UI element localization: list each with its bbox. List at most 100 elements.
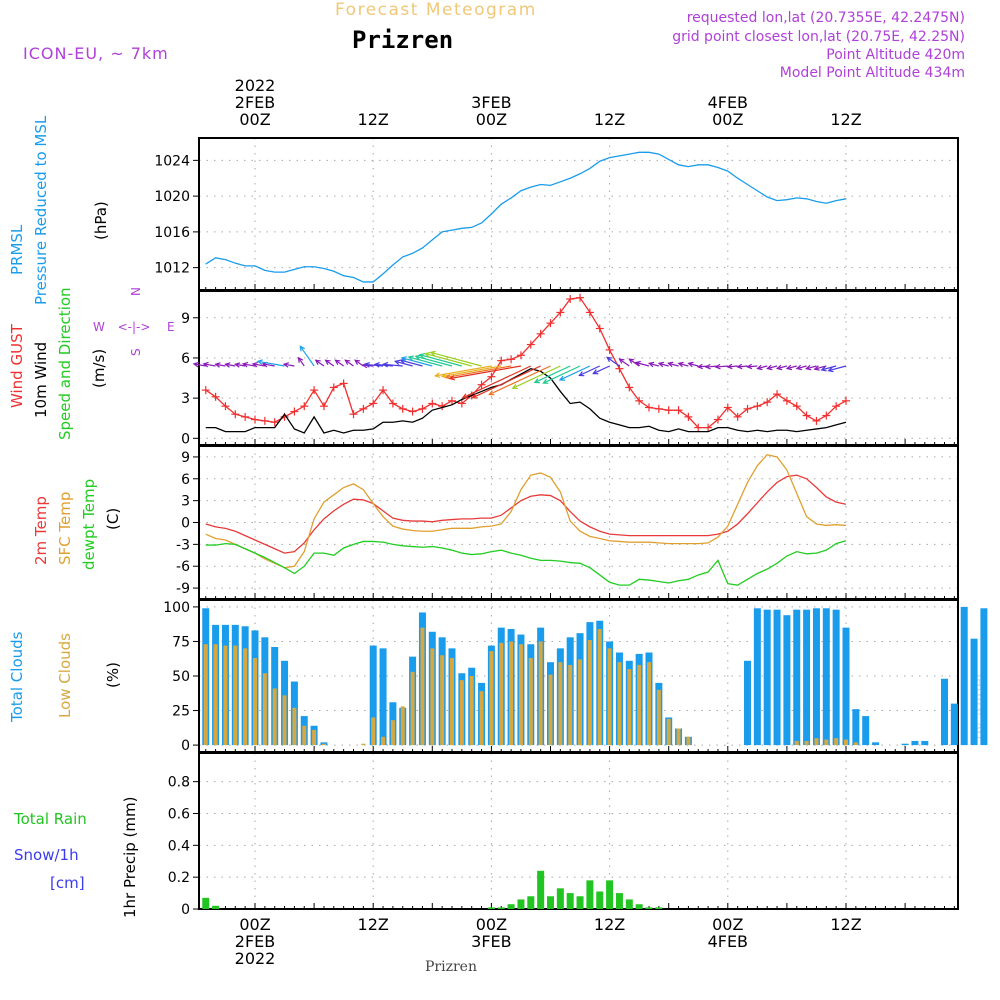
wind-direction-arrow xyxy=(461,365,532,399)
total-rain-label: Total Rain xyxy=(13,810,87,828)
pressure-line xyxy=(205,151,847,283)
gust-marker xyxy=(625,383,634,392)
gust-marker xyxy=(645,403,653,412)
total-cloud-bar xyxy=(980,608,988,746)
wind-arrow-head xyxy=(677,361,684,368)
wind-arrow-head xyxy=(418,353,425,359)
wind-arrow-head xyxy=(687,361,694,368)
gust-marker xyxy=(526,340,535,349)
wind-arrow-head xyxy=(471,393,478,399)
gust-marker xyxy=(231,410,240,419)
wind-direction-arrow xyxy=(424,351,472,367)
wind-arrow-shaft xyxy=(283,363,295,367)
temp-dewpt-label: dewpt Temp xyxy=(80,479,98,570)
low-cloud-bar xyxy=(390,720,395,746)
wind-arrow-head xyxy=(214,362,221,368)
wind-arrow-head xyxy=(766,364,773,371)
gust-marker xyxy=(310,386,319,395)
rain-bar xyxy=(497,907,505,909)
location-title: Prizren xyxy=(352,26,454,54)
wind-arrow-head xyxy=(461,393,468,399)
rain-bar xyxy=(547,896,554,909)
low-cloud-bar xyxy=(853,742,858,746)
temp-ytick-label: 9 xyxy=(181,450,190,466)
bottom-time-label: 12Z xyxy=(358,915,389,934)
pressure-ytick-label: 1016 xyxy=(154,225,190,241)
gust-marker xyxy=(516,351,525,360)
wind-arrow-shaft xyxy=(462,365,532,399)
gust-marker xyxy=(221,402,230,411)
wind-arrow-head xyxy=(667,361,674,368)
wind-arrow-shaft xyxy=(415,355,453,367)
gust-marker xyxy=(270,418,279,427)
gust-line xyxy=(205,296,847,429)
temp-ytick-label: -6 xyxy=(176,559,190,575)
low-cloud-bar xyxy=(361,743,366,746)
gust-marker xyxy=(260,416,269,425)
rain-bar xyxy=(586,880,594,909)
wind-direction-arrow xyxy=(634,360,650,367)
wind-direction-arrow xyxy=(687,361,699,368)
wind-direction-arrow xyxy=(224,362,236,368)
gust-marker xyxy=(428,399,437,408)
wind-arrow-head xyxy=(736,363,743,370)
low-cloud-bar xyxy=(450,658,454,746)
low-cloud-bar xyxy=(262,673,267,746)
wind-arrow-head xyxy=(314,359,321,365)
wind-arrow-shaft xyxy=(225,363,236,367)
pressure-unit: (hPa) xyxy=(92,201,110,240)
wind-arrow-shaft xyxy=(796,365,807,370)
compass-arrows: <-|-> xyxy=(118,320,151,334)
wind-direction-arrow xyxy=(299,345,315,367)
top-time-label: 00Z xyxy=(239,110,270,129)
point-altitude: Point Altitude 420m xyxy=(826,47,965,63)
low-cloud-bar xyxy=(253,658,257,746)
wind-gust-label: Wind GUST xyxy=(8,323,26,408)
top-time-label: 12Z xyxy=(594,110,625,129)
rain-bar xyxy=(645,907,653,909)
total-cloud-bar xyxy=(911,740,919,746)
wind-arrow-head xyxy=(714,363,721,370)
wind-direction-arrow xyxy=(324,359,335,367)
rain-bar xyxy=(606,880,614,909)
gust-marker xyxy=(684,412,693,421)
forecast-title: Forecast Meteogram xyxy=(335,0,537,20)
wind-arrow-shaft xyxy=(383,363,403,367)
low-cloud-bar xyxy=(430,648,435,746)
low-cloud-bar xyxy=(587,640,592,746)
wind-arrow-shaft xyxy=(442,365,502,378)
wind-arrow-head xyxy=(344,359,351,365)
gust-marker xyxy=(674,406,683,415)
low-cloud-bar xyxy=(558,662,563,746)
gust-marker xyxy=(448,396,456,405)
wind-arrow-head xyxy=(407,355,414,361)
gust-marker xyxy=(753,402,762,411)
wind-arrow-shaft xyxy=(821,365,837,371)
temp-sfc-label: SFC Temp xyxy=(56,492,74,565)
total-cloud-bar xyxy=(901,743,909,746)
top-time-label: 12Z xyxy=(358,110,389,129)
low-cloud-bar xyxy=(469,676,474,746)
wind-arrow-shaft xyxy=(419,354,463,367)
wind-arrow-shaft xyxy=(814,365,827,370)
clouds-ytick-label: 25 xyxy=(172,704,190,720)
wind-arrow-shaft xyxy=(619,358,630,367)
low-cloud-bar xyxy=(321,743,326,746)
wind-direction-arrow xyxy=(542,365,581,384)
wind-arrow-shaft xyxy=(315,359,325,367)
gust-marker xyxy=(694,423,703,432)
total-cloud-bar xyxy=(872,742,880,746)
rain-bar xyxy=(212,905,220,909)
wind-arrow-head xyxy=(424,351,431,358)
low-cloud-bar xyxy=(213,644,218,746)
low-cloud-bar xyxy=(844,739,848,746)
gust-marker xyxy=(605,345,614,354)
wind-arrow-shaft xyxy=(203,363,216,367)
wind-10m-label: 10m Wind xyxy=(32,342,50,418)
low-cloud-bar xyxy=(518,644,523,746)
top-time-label: 4FEB xyxy=(708,93,748,112)
temp-ytick-label: 6 xyxy=(181,472,190,488)
wind-arrow-shaft xyxy=(257,360,285,367)
gust-marker xyxy=(812,416,821,425)
